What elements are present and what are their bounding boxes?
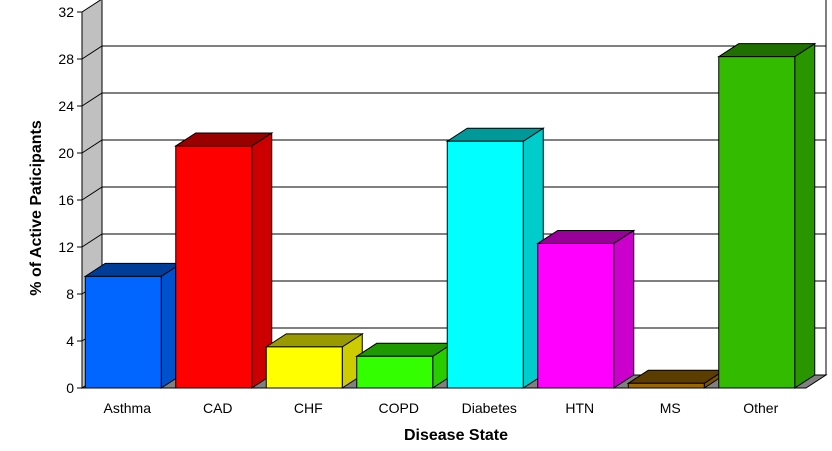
gridline — [81, 92, 826, 107]
x-tick-label: Other — [743, 400, 778, 416]
x-tick-labels: Asthma CAD CHF COPD Diabetes HTN MS Other — [104, 400, 779, 416]
bar-front — [356, 355, 434, 389]
bar-front — [718, 56, 796, 389]
y-tick-label: 0 — [66, 380, 74, 396]
gridline — [81, 139, 826, 154]
x-tick-label: HTN — [565, 400, 594, 416]
y-tick-label: 20 — [58, 145, 74, 161]
x-tick-label: CHF — [294, 400, 323, 416]
y-tick-labels: 0 4 8 12 16 20 24 28 32 — [58, 4, 74, 396]
x-tick-label: Asthma — [104, 400, 152, 416]
gridline — [81, 45, 826, 60]
bar-other — [717, 42, 817, 389]
y-tick-label: 32 — [58, 4, 74, 20]
bar-front — [446, 140, 524, 389]
bars — [83, 42, 817, 389]
y-tick-label: 4 — [66, 333, 74, 349]
bar-side — [794, 42, 816, 389]
bar-cad — [174, 132, 274, 389]
y-tick-label: 16 — [58, 192, 74, 208]
bar-front — [537, 242, 615, 389]
y-tick-label: 24 — [58, 98, 74, 114]
bar-htn — [536, 229, 636, 389]
bar-front — [175, 145, 253, 389]
bar-chf — [264, 332, 364, 389]
y-tick-label: 12 — [58, 239, 74, 255]
y-tick-label: 28 — [58, 51, 74, 67]
x-tick-label: CAD — [203, 400, 233, 416]
x-tick-label: COPD — [379, 400, 419, 416]
y-axis-title: % of Active Paticipants — [28, 120, 45, 296]
bar-copd — [355, 342, 455, 389]
bar-front — [627, 382, 705, 389]
bar-front — [265, 346, 343, 389]
x-axis-title: Disease State — [404, 427, 508, 444]
x-tick-label: Diabetes — [462, 400, 517, 416]
bar-diabetes — [445, 127, 545, 389]
y-tick-label: 8 — [66, 286, 74, 302]
gridline — [81, 186, 826, 201]
x-tick-label: MS — [660, 400, 681, 416]
bar-asthma — [83, 262, 183, 389]
bar-side — [613, 229, 635, 389]
bar-front — [84, 275, 162, 389]
